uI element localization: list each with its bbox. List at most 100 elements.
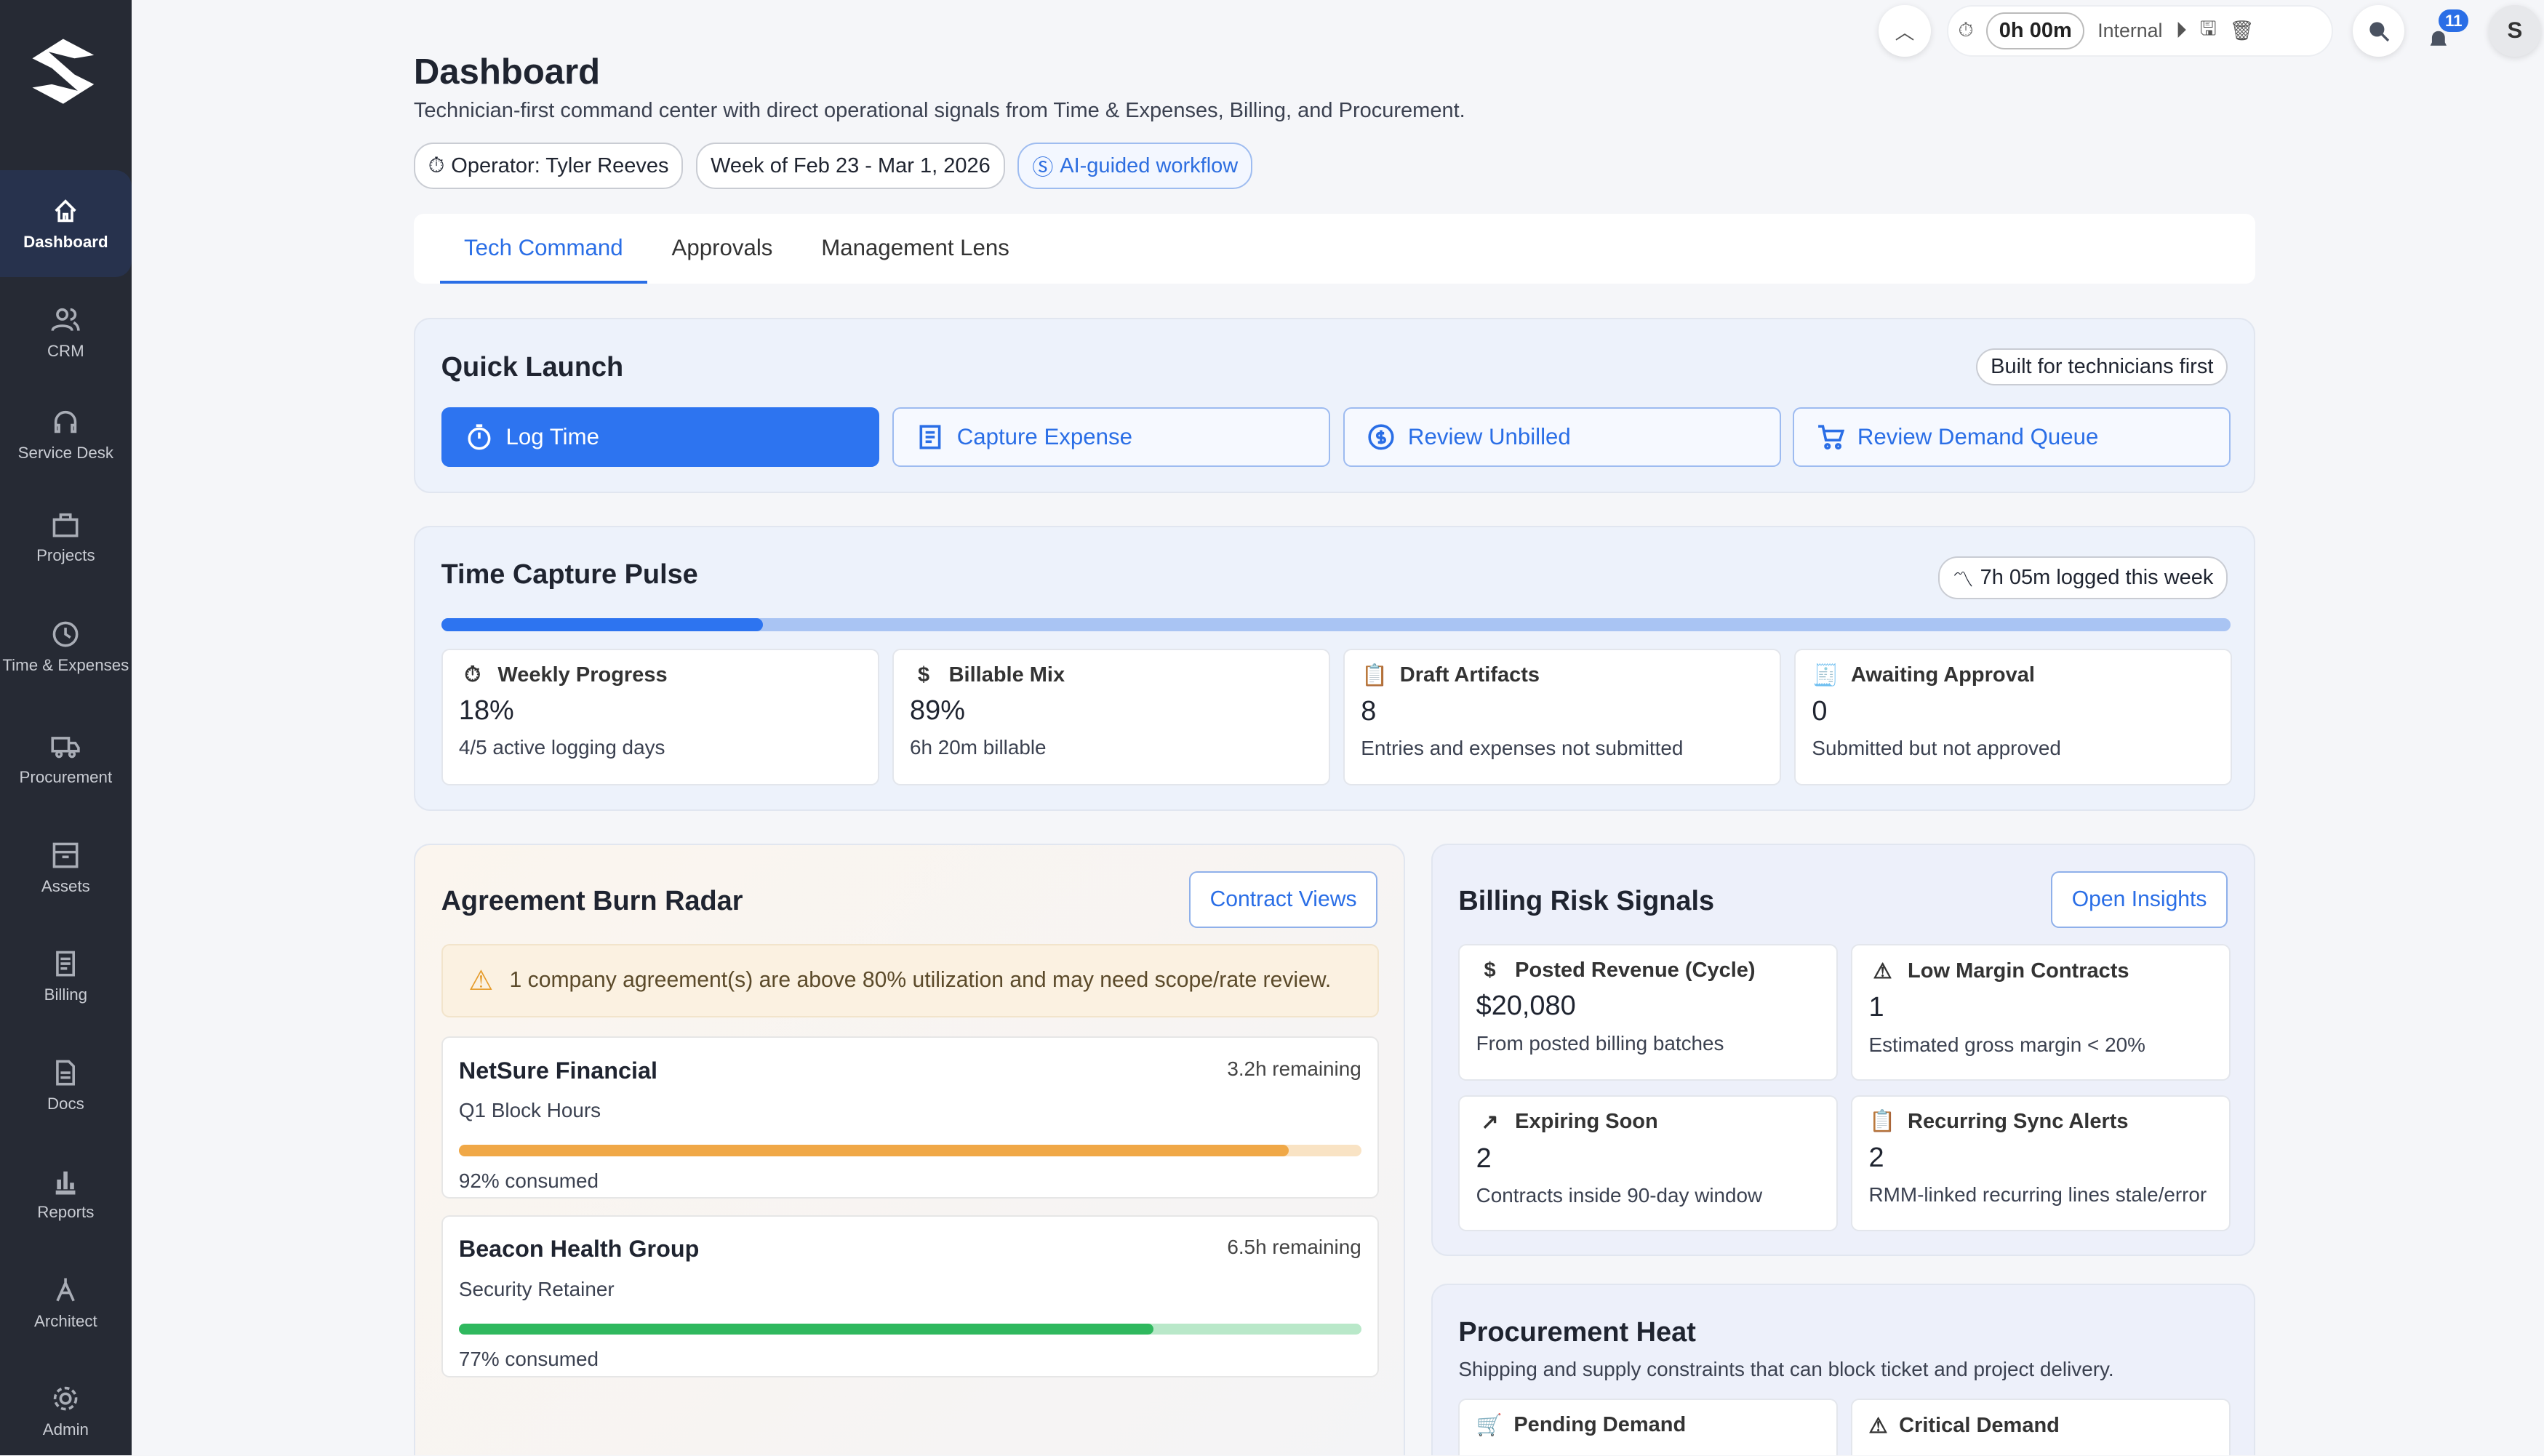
sidebar-item-service-desk[interactable]: Service Desk (0, 381, 132, 488)
button-label: Review Demand Queue (1857, 423, 2099, 449)
sidebar-item-architect[interactable]: Architect (0, 1249, 132, 1356)
sidebar-item-time-expenses[interactable]: Time & Expenses (0, 594, 132, 701)
trend-icon: 〽 (1952, 568, 1974, 592)
technicians-badge: Built for technicians first (1976, 348, 2228, 385)
open-insights-button[interactable]: Open Insights (2050, 871, 2228, 928)
sidebar-item-label: Admin (42, 1420, 89, 1439)
card-value: 89% (910, 695, 965, 727)
clipboard-icon: 📋 (1869, 1110, 1896, 1134)
home-icon (55, 199, 76, 223)
card-label: Recurring Sync Alerts (1908, 1109, 2129, 1133)
collapse-button[interactable]: ︿ (1879, 4, 1931, 57)
card-value: 8 (1361, 696, 1377, 727)
log-time-button[interactable]: Log Time (441, 407, 879, 468)
consumed-label: 92% consumed (458, 1169, 599, 1192)
capture-expense-button[interactable]: Capture Expense (892, 407, 1331, 468)
bell-icon (2430, 31, 2447, 46)
card-label: Expiring Soon (1515, 1110, 1658, 1134)
play-icon[interactable]: ⏵ (2175, 17, 2187, 43)
billing-risk-signals-panel: Billing Risk Signals Open Insights $ Post… (1431, 844, 2255, 1256)
stopwatch-icon: ⏱ (1958, 19, 1974, 41)
sidebar-item-label: Billing (44, 985, 88, 1004)
card-value: 2 (1476, 1143, 1492, 1174)
stopwatch-icon: ⏱ (428, 153, 445, 177)
review-demand-queue-button[interactable]: Review Demand Queue (1792, 407, 2231, 468)
page-title: Dashboard (413, 52, 601, 92)
pulse-card: 🧾 Awaiting Approval 0 Submitted but not app… (1794, 649, 2233, 785)
sidebar-item-reports[interactable]: Reports (0, 1140, 132, 1247)
stopwatch-icon: ⏱ (464, 663, 481, 687)
tab-approvals[interactable]: Approvals (671, 235, 773, 261)
card-label: Weekly Progress (497, 663, 668, 687)
users-icon (51, 308, 80, 332)
arrow-up-right-icon: ↗ (1481, 1111, 1499, 1135)
sidebar-item-admin[interactable]: Admin (0, 1358, 132, 1455)
compass-icon (56, 1278, 76, 1302)
card-label: Pending Demand (1513, 1413, 1687, 1437)
card-value: 0 (1812, 696, 1828, 727)
review-unbilled-button[interactable]: Review Unbilled (1343, 407, 1782, 468)
ai-workflow-chip[interactable]: Ⓢ AI-guided workflow (1017, 143, 1253, 190)
bar-chart-icon (55, 1171, 76, 1195)
card-desc: Contracts inside 90-day window (1476, 1183, 1763, 1207)
timer-value[interactable]: 0h 00m (1986, 12, 2085, 49)
clipboard-icon: 📋 (1361, 663, 1388, 687)
agreement-plan: Security Retainer (458, 1277, 615, 1300)
company-name: Beacon Health Group (458, 1236, 700, 1263)
card-desc: Entries and expenses not submitted (1361, 737, 1684, 760)
sidebar-item-label: Projects (36, 545, 95, 564)
section-title: Quick Launch (441, 351, 624, 383)
button-label: Capture Expense (956, 423, 1132, 449)
sidebar-item-label: Assets (41, 876, 90, 895)
sidebar-item-assets[interactable]: Assets (0, 815, 132, 921)
chip-label: AI-guided workflow (1060, 153, 1239, 177)
utilization-alert: ⚠ 1 company agreement(s) are above 80% ut… (441, 944, 1380, 1017)
hours-remaining: 6.5h remaining (1227, 1236, 1361, 1259)
critical-demand-card: ⚠ Critical Demand (1851, 1398, 2231, 1456)
sidebar-item-billing[interactable]: Billing (0, 923, 132, 1030)
card-label: Critical Demand (1899, 1413, 2060, 1437)
card-value: $20,080 (1476, 991, 1576, 1022)
sidebar-item-label: Architect (33, 1311, 97, 1330)
card-value: 18% (458, 695, 514, 727)
sidebar-item-docs[interactable]: Docs (0, 1032, 132, 1139)
contract-views-button[interactable]: Contract Views (1188, 871, 1378, 928)
sidebar-item-label: Reports (37, 1203, 95, 1222)
card-label: Draft Artifacts (1399, 663, 1540, 687)
clock-icon (52, 621, 79, 647)
time-capture-pulse-panel: Time Capture Pulse 〽 7h 05m logged this w… (413, 525, 2255, 812)
save-icon[interactable]: 🖫 (2199, 17, 2217, 40)
sidebar-item-dashboard[interactable]: Dashboard (0, 170, 132, 278)
timer-bar: ⏱ 0h 00m Internal ⏵ 🖫 🗑 (1947, 4, 2334, 57)
cart-icon (1818, 425, 1845, 450)
sidebar-item-procurement[interactable]: Procurement (0, 705, 132, 812)
notifications-button[interactable]: 11 (2425, 5, 2474, 57)
pulse-card: ⏱ Weekly Progress 18% 4/5 active logging da… (441, 649, 879, 785)
card-desc: Submitted but not approved (1812, 737, 2061, 760)
tab-tech-command[interactable]: Tech Command (439, 214, 648, 284)
timer-mode[interactable]: Internal (2097, 19, 2163, 41)
card-desc: From posted billing batches (1476, 1031, 1724, 1055)
card-label: Billable Mix (948, 663, 1065, 687)
card-value: 1 (1868, 992, 1884, 1023)
document-icon (56, 1060, 76, 1086)
billing-risk-card: 📋 Recurring Sync Alerts 2 RMM-linked recurr… (1851, 1095, 2231, 1231)
avatar[interactable]: S (2489, 4, 2541, 57)
sidebar-item-projects[interactable]: Projects (0, 484, 132, 591)
tab-management-lens[interactable]: Management Lens (821, 235, 1009, 261)
stopwatch-icon (468, 424, 491, 450)
consumed-label: 77% consumed (458, 1348, 599, 1371)
week-chip: Week of Feb 23 - Mar 1, 2026 (696, 143, 1005, 190)
search-button[interactable] (2352, 4, 2405, 57)
sidebar-item-crm[interactable]: CRM (0, 279, 132, 386)
operator-chip: ⏱ Operator: Tyler Reeves (413, 143, 684, 190)
receipt-icon: 🧾 (1812, 663, 1839, 687)
agreement-card[interactable]: NetSure Financial 3.2h remaining Q1 Block … (441, 1036, 1380, 1199)
agreement-card[interactable]: Beacon Health Group 6.5h remaining Securit… (441, 1215, 1380, 1377)
card-desc: Estimated gross margin < 20% (1868, 1033, 2145, 1056)
warning-icon: ⚠ (1873, 959, 1892, 983)
alert-text: 1 company agreement(s) are above 80% uti… (509, 968, 1332, 993)
agreement-burn-radar-panel: Agreement Burn Radar Contract Views ⚠ 1 c… (413, 844, 1405, 1456)
trash-icon[interactable]: 🗑 (2229, 20, 2255, 42)
pulse-card: $ Billable Mix 89% 6h 20m billable (892, 649, 1331, 785)
